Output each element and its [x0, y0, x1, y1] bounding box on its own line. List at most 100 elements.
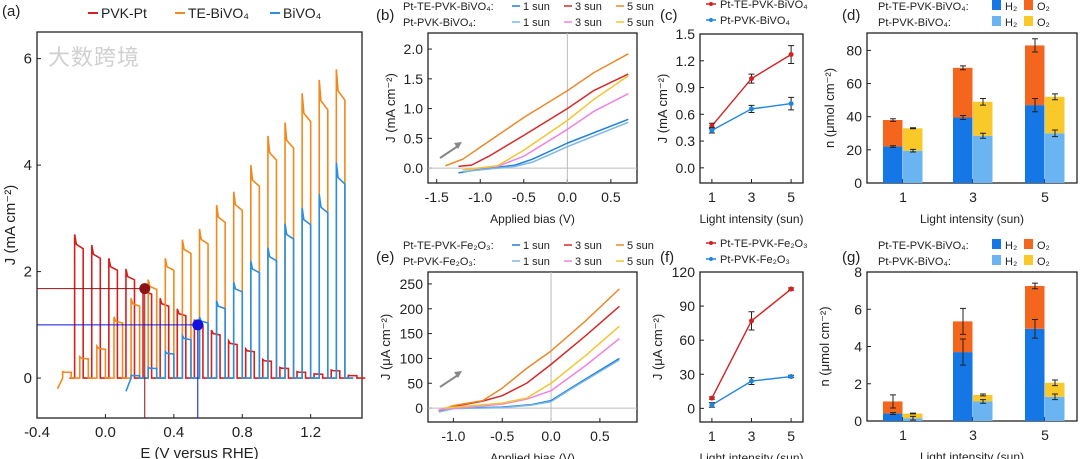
legend-label: H₂ [1005, 240, 1017, 252]
y-axis-label: J (μA cm⁻²) [378, 314, 393, 380]
y-tick-label: 50 [407, 375, 423, 391]
bar-h2 [1045, 133, 1065, 183]
data-point [749, 76, 754, 82]
error-bar [910, 127, 916, 130]
bar-h2 [883, 413, 903, 421]
x-tick-label: -0.5 [490, 428, 514, 444]
y-tick-label: 30 [679, 366, 695, 382]
series-line-0 [711, 53, 792, 127]
error-bar [910, 148, 916, 153]
y-tick-label: 60 [846, 76, 862, 92]
y-tick-label: 2 [854, 376, 862, 392]
y-tick-label: 0.3 [676, 133, 696, 149]
y-tick-label: 0.0 [676, 160, 696, 176]
panel-g: 0 2 4 6 8 Light intensity (sun) n (μmol cm⁻²) (… [817, 239, 1078, 459]
x-tick-label: 0.5 [601, 189, 621, 205]
x-tick-label: -1.0 [468, 189, 492, 205]
legend-group-label: Pt-TE-PVK-BiVO₄: [403, 1, 494, 13]
y-tick-label: 6 [24, 51, 32, 68]
x-tick-label: 5 [1041, 189, 1049, 205]
y-tick-label: 0.0 [404, 160, 424, 176]
y-tick-label: 4 [24, 157, 32, 174]
bar-h2 [973, 135, 993, 183]
x-tick-label: 3 [969, 427, 977, 443]
legend-swatch-o2 [1024, 239, 1033, 249]
x-tick-label: -1.0 [441, 428, 465, 444]
panel-d: 0 20 40 60 80 Light intensity (sun) n (μmol cm… [822, 0, 1078, 226]
data-point [709, 395, 715, 401]
bar-o2 [973, 394, 993, 402]
data-point [709, 127, 715, 133]
data-point [749, 318, 754, 324]
legend-swatch-o2 [1024, 0, 1033, 10]
x-tick-label: 5 [787, 428, 795, 444]
legend-marker [709, 241, 713, 245]
bar-o2 [883, 120, 903, 147]
legend-group-label: Pt-TE-PVK-BiVO₄: [878, 1, 969, 13]
plot-frame [699, 271, 804, 423]
y-tick-label: 100 [400, 350, 424, 366]
error-bar [960, 115, 966, 121]
x-tick-label: 0.5 [590, 428, 610, 444]
legend-label: Pt-PVK-BiVO₄ [720, 15, 790, 27]
bar-h2 [1025, 328, 1045, 421]
y-axis-label: n (μmol cm⁻²) [822, 68, 837, 148]
x-tick-label: 3 [969, 189, 977, 205]
plot-frame [36, 31, 363, 419]
legend-label: Pt-PVK-Fe₂O₃ [720, 254, 790, 266]
legend-group-label: Pt-TE-PVK-BiVO₄: [878, 240, 969, 252]
plot-frame [427, 271, 638, 423]
x-axis-label: E (V versus RHE) [140, 445, 258, 459]
x-tick-label: 0.0 [558, 189, 578, 205]
legend-label: TE-BiVO₄ [188, 5, 249, 21]
error-bar [980, 393, 986, 397]
data-point [788, 374, 794, 380]
panel-e: 0 50 100 150 200 250 -1.0 -0.5 0.0 0.5 Applied bia… [376, 240, 654, 459]
panel-label: (b) [376, 7, 394, 24]
legend-group-label: Pt-PVK-Fe₂O₃: [403, 256, 476, 268]
panel-b: 0.0 0.5 1.0 1.5 2.0 -1.5 -1.0 -0.5 0.0 0.5 Applied… [376, 1, 654, 226]
error-bar [1032, 282, 1038, 290]
bar-o2 [1025, 285, 1045, 329]
data-point [788, 286, 794, 292]
bar-o2 [1025, 45, 1045, 106]
legend-label: 1 sun [523, 1, 550, 13]
y-tick-label: 0 [24, 370, 32, 387]
bar-o2 [903, 128, 923, 151]
y-tick-label: 60 [679, 332, 695, 348]
error-bar [1032, 318, 1038, 339]
bar-o2 [953, 67, 973, 118]
y-tick-label: 6 [854, 301, 862, 317]
y-tick-label: 0 [415, 400, 423, 416]
bar-o2 [953, 321, 973, 353]
legend-label: H₂ [1005, 256, 1017, 268]
y-tick-label: 1.0 [404, 101, 424, 117]
error-bar [1052, 379, 1058, 387]
x-tick-label: 0.4 [163, 424, 184, 441]
y-tick-label: 200 [400, 301, 424, 317]
y-axis-label: J (mA cm⁻²) [2, 185, 19, 265]
legend-label: Pt-TE-PVK-BiVO₄ [720, 0, 808, 11]
error-bar [960, 338, 966, 366]
legend-group-label: Pt-PVK-BiVO₄: [878, 256, 951, 268]
error-bar [1052, 93, 1058, 101]
arrowhead-icon [454, 142, 462, 149]
panel-label: (f) [660, 249, 674, 266]
data-point [709, 402, 715, 408]
y-tick-label: 80 [846, 42, 862, 58]
panel-c: 0.0 0.3 0.6 0.9 1.2 1.5 1 3 5 Light intensity (su… [655, 0, 808, 226]
legend-swatch-h2 [992, 239, 1001, 249]
x-axis-label: Light intensity (sun) [920, 450, 1024, 459]
legend-swatch-h2 [992, 16, 1001, 26]
x-axis-label: Applied bias (V) [490, 451, 575, 459]
error-bar [960, 307, 966, 335]
series-line-1 [438, 305, 620, 412]
series-line-3 [462, 121, 629, 173]
panel-label: (a) [2, 3, 20, 20]
error-bar [890, 412, 896, 415]
legend-label: 3 sun [575, 256, 602, 268]
data-point [709, 123, 715, 129]
error-bar [1032, 38, 1038, 53]
y-axis-label: J (mA cm⁻²) [655, 74, 670, 144]
bar-h2 [973, 401, 993, 421]
